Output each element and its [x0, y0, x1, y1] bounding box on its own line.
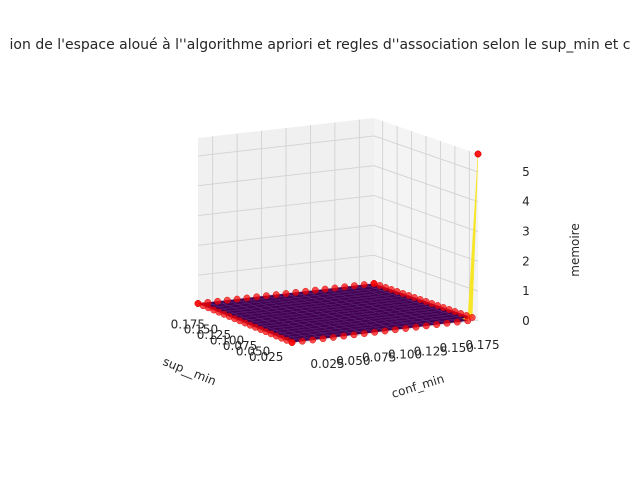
y-tick-label: 0.175	[465, 338, 499, 352]
data-point	[451, 308, 459, 315]
x-axis-label: sup__min	[161, 354, 218, 388]
data-point	[370, 280, 378, 287]
data-point	[360, 330, 368, 337]
y-tick-label: 0.125	[414, 344, 448, 358]
data-point	[272, 291, 280, 298]
data-point	[262, 292, 270, 300]
data-point	[428, 300, 436, 307]
y-tick-label: 0.150	[440, 341, 474, 355]
data-point	[376, 282, 384, 289]
data-point	[443, 319, 451, 327]
gridline-left-z	[197, 135, 375, 157]
surface-plot	[197, 153, 479, 343]
x-tick-label: 0.100	[210, 334, 244, 348]
data-point	[214, 297, 222, 305]
gridline-back-z	[373, 254, 479, 292]
data-point	[371, 328, 379, 336]
data-point	[434, 302, 441, 309]
gridline-back-z	[373, 195, 479, 232]
data-point	[319, 335, 327, 343]
x-tick-label: 0.075	[223, 339, 257, 353]
data-point	[340, 332, 348, 340]
data-point	[412, 323, 420, 331]
data-point	[393, 288, 401, 295]
gridline-back-z	[373, 165, 479, 203]
gridline-back-z	[373, 135, 479, 173]
z-tick-label: 4	[522, 195, 530, 209]
data-point	[402, 325, 410, 332]
scatter-points	[194, 150, 482, 346]
z-tick-label: 2	[522, 254, 530, 268]
z-tick-label: 3	[522, 225, 530, 239]
data-point	[381, 327, 389, 335]
data-point	[309, 336, 317, 344]
data-point	[410, 294, 418, 301]
data-point	[391, 326, 399, 334]
x-tick-label: 0.175	[171, 317, 205, 331]
data-point	[302, 287, 309, 295]
data-point	[422, 322, 430, 330]
data-point	[445, 306, 453, 313]
y-axis-label: conf_min	[390, 372, 446, 401]
z-tick-label: 0	[522, 314, 530, 328]
chart-title: ion de l'espace aloué à l''algorithme ap…	[10, 37, 631, 53]
data-point	[350, 331, 358, 339]
z-tick-label: 5	[522, 165, 530, 179]
data-point	[311, 286, 319, 294]
gridline-left-z	[197, 224, 375, 246]
gridline-left-z	[197, 165, 375, 187]
y-tick-label: 0.050	[336, 354, 370, 368]
data-point	[405, 292, 413, 299]
data-point	[422, 298, 430, 305]
data-point	[453, 318, 461, 326]
data-point	[292, 288, 300, 296]
data-point	[416, 296, 424, 303]
y-tick-label: 0.100	[388, 348, 422, 362]
data-point	[223, 296, 231, 304]
y-tick-label: 0.025	[310, 357, 344, 371]
gridline-left-z	[197, 195, 375, 216]
data-point	[387, 286, 395, 293]
data-point	[329, 333, 337, 341]
data-point	[253, 293, 261, 301]
x-tick-label: 0.050	[236, 344, 270, 358]
z-tick-label: 1	[522, 284, 530, 298]
data-point	[233, 295, 241, 303]
data-point	[360, 281, 368, 288]
data-point	[331, 284, 339, 292]
gridline-left-z	[197, 254, 375, 276]
data-point	[194, 300, 202, 307]
y-tick-label: 0.075	[362, 351, 396, 365]
data-point	[399, 290, 407, 297]
data-point	[462, 312, 470, 319]
data-point	[350, 282, 358, 290]
tick-labels: 0.0250.0500.0750.1000.1250.1500.1750.025…	[171, 165, 530, 371]
data-point	[474, 150, 482, 158]
data-point	[439, 304, 447, 311]
data-point	[341, 283, 349, 291]
data-point	[433, 321, 441, 328]
data-point	[382, 284, 389, 291]
x-tick-label: 0.125	[197, 328, 231, 342]
data-point	[468, 314, 476, 321]
data-point	[282, 290, 290, 297]
data-point	[457, 310, 465, 317]
data-point	[243, 294, 251, 302]
gridline-back-z	[373, 224, 479, 262]
data-point	[298, 337, 306, 345]
x-tick-label: 0.150	[184, 323, 218, 337]
z-axis-label: memoire	[568, 223, 582, 277]
x-tick-label: 0.025	[249, 350, 283, 364]
data-point	[321, 285, 329, 293]
